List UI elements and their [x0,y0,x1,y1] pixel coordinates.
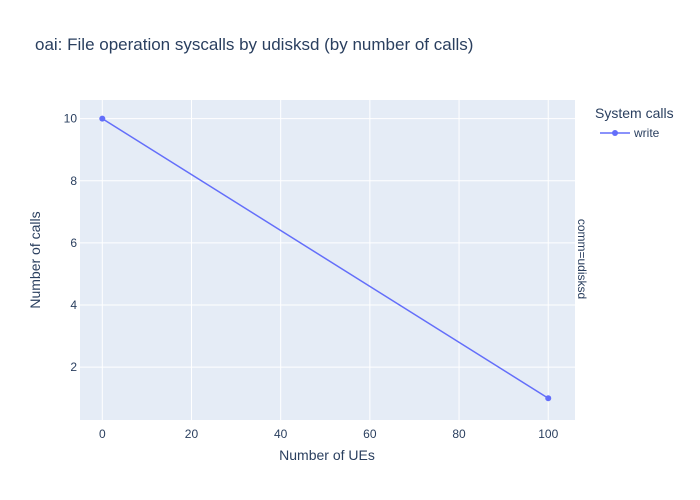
legend: System calls write [595,105,674,140]
data-point [545,395,552,402]
facet-label: comm=udisksd [575,219,589,299]
x-tick-label: 100 [538,427,558,441]
x-tick-label: 60 [363,427,377,441]
y-tick-label: 4 [70,298,77,312]
legend-title: System calls [595,105,674,121]
y-tick-label: 2 [70,360,77,374]
y-axis-ticks: 2 4 6 8 10 [64,112,78,375]
series-line-write [101,118,549,399]
y-tick-label: 6 [70,236,77,250]
data-point [99,115,106,122]
x-tick-label: 40 [274,427,288,441]
legend-marker-write [612,130,618,136]
legend-items: write [600,126,660,140]
y-axis-title: Number of calls [27,211,43,308]
x-tick-label: 0 [99,427,106,441]
y-tick-label: 10 [64,112,78,126]
legend-item-label: write [633,126,660,140]
x-axis-title: Number of UEs [279,447,375,463]
x-tick-label: 80 [452,427,466,441]
series-layer [99,115,552,402]
x-tick-label: 20 [185,427,199,441]
chart-title: oai: File operation syscalls by udisksd … [35,35,473,54]
x-axis-ticks: 0 20 40 60 80 100 [99,427,559,441]
grid-lines [80,100,575,420]
y-tick-label: 8 [70,174,77,188]
